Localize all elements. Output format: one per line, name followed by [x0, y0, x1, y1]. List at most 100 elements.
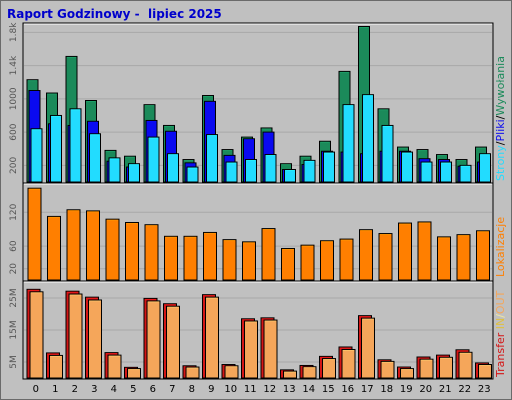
transfer-out-bar — [341, 348, 356, 379]
visits-bar — [66, 209, 81, 281]
legend-item: Strony — [494, 145, 507, 181]
x-tick-label: 19 — [400, 384, 413, 395]
transfer-out-bar — [380, 360, 395, 379]
x-tick-label: 3 — [91, 384, 97, 395]
legend-item: Wywołania — [494, 56, 507, 116]
legend-visits: Lokalizacje — [494, 217, 507, 277]
transfer-out-bar — [224, 365, 239, 379]
visits-bar — [242, 241, 256, 281]
y-tick-label: 120 — [9, 203, 19, 220]
transfer-out-bar — [419, 358, 434, 379]
transfer-out-bar — [185, 366, 200, 379]
y-tick-label: 600 — [9, 123, 19, 140]
pages-bar — [381, 124, 394, 183]
x-tick-label: 10 — [224, 384, 237, 395]
x-tick-label: 17 — [361, 384, 374, 395]
transfer-out-bar — [166, 305, 180, 379]
pages-bar — [186, 166, 199, 183]
visits-bar — [164, 235, 178, 281]
page-title: Raport Godzinowy - lipiec 2025 — [7, 7, 222, 21]
y-tick-label: 5M — [9, 355, 19, 369]
transfer-out-bar — [322, 358, 336, 379]
x-tick-label: 18 — [380, 384, 393, 395]
pages-bar — [245, 159, 257, 183]
visits-bar — [27, 187, 42, 281]
x-tick-label: 1 — [52, 384, 58, 395]
pages-bar — [264, 154, 277, 183]
visits-bar — [261, 228, 276, 281]
visits-bar — [105, 218, 120, 281]
pages-bar — [342, 104, 355, 183]
transfer-out-bar — [29, 291, 44, 379]
visits-bar — [125, 221, 139, 281]
pages-bar — [401, 151, 413, 183]
legend-item: Transfer — [494, 332, 507, 378]
visits-bar — [281, 247, 295, 281]
transfer-out-bar — [302, 366, 317, 379]
y-tick-label: 15M — [9, 320, 19, 339]
visits-bar — [339, 238, 354, 281]
transfer-out-bar — [146, 300, 161, 379]
transfer-out-bar — [283, 370, 297, 379]
visits-bar — [144, 224, 159, 281]
visits-bar — [222, 239, 237, 281]
pages-bar — [440, 161, 452, 183]
x-tick-label: 13 — [283, 384, 296, 395]
pages-bar — [206, 134, 218, 183]
plot-area — [22, 280, 494, 380]
x-tick-label: 4 — [111, 384, 117, 395]
x-tick-label: 21 — [439, 384, 452, 395]
visits-bar — [359, 229, 373, 281]
legend-item: / — [494, 314, 507, 318]
pages-bar — [225, 161, 238, 183]
legend-item: / — [494, 141, 507, 145]
x-tick-label: 16 — [341, 384, 354, 395]
transfer-out-bar — [68, 293, 83, 379]
pages-bar — [420, 161, 433, 183]
visits-bar — [203, 231, 217, 281]
legend-text: Lokalizacje — [494, 217, 507, 277]
transfer-out-bar — [49, 354, 63, 379]
x-tick-label: 20 — [419, 384, 432, 395]
visits-bar — [300, 244, 315, 281]
x-tick-label: 22 — [458, 384, 471, 395]
y-tick-label: 1.4k — [9, 55, 19, 75]
legend-item: IN — [494, 318, 507, 333]
legend-transfer: Transfer IN/OUT — [494, 290, 507, 378]
visits-bar — [437, 236, 451, 281]
legend-item: OUT — [494, 290, 507, 314]
legend-text: Transfer IN/OUT — [494, 290, 507, 378]
visits-bar — [456, 234, 471, 281]
pages-bar — [108, 157, 121, 183]
visits-bar — [398, 222, 412, 281]
x-tick-label: 12 — [263, 384, 276, 395]
x-tick-label: 15 — [322, 384, 335, 395]
x-tick-label: 23 — [478, 384, 491, 395]
visits-bar — [47, 215, 61, 281]
transfer-out-bar — [127, 368, 141, 379]
pages-bar — [30, 128, 43, 183]
pages-bar — [459, 164, 472, 183]
visits-bar — [378, 233, 393, 281]
pages-bar — [479, 153, 491, 183]
legend-item: Lokalizacje — [494, 217, 507, 277]
legend-text: Strony/Pliki/Wywołania — [494, 56, 507, 181]
x-tick-label: 8 — [189, 384, 195, 395]
pages-bar — [167, 153, 179, 183]
x-tick-label: 6 — [150, 384, 156, 395]
x-tick-label: 5 — [130, 384, 136, 395]
y-tick-label: 25M — [9, 288, 19, 307]
pages-bar — [362, 94, 374, 183]
visits-bar — [86, 210, 100, 281]
transfer-out-bar — [361, 317, 375, 379]
pages-bar — [50, 114, 62, 183]
transfer-out-bar — [458, 351, 473, 379]
legend-item: / — [494, 115, 507, 119]
x-tick-label: 14 — [302, 384, 315, 395]
x-tick-label: 0 — [33, 384, 39, 395]
x-tick-label: 7 — [169, 384, 175, 395]
pages-bar — [323, 151, 335, 183]
transfer-out-bar — [478, 364, 492, 379]
